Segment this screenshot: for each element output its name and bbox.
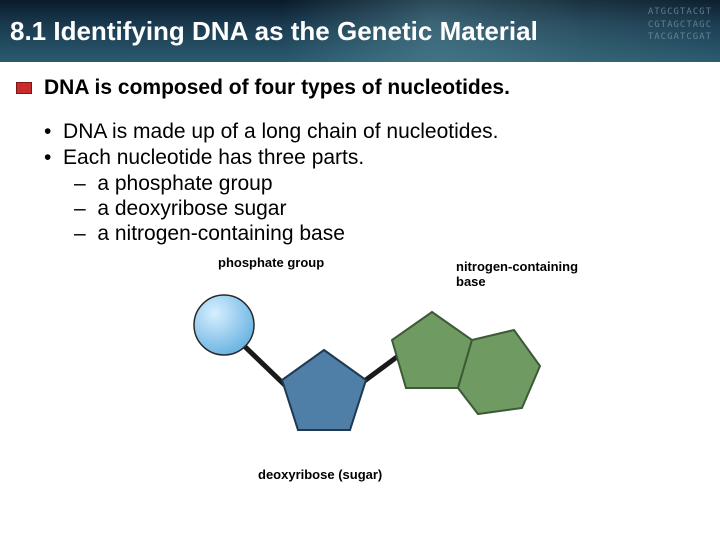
bullet-item: • Each nucleotide has three parts. [44,146,700,170]
subheader-row: DNA is composed of four types of nucleot… [0,62,720,106]
seq-line: ATGCGTACGT [648,6,712,19]
label-sugar: deoxyribose (sugar) [258,468,382,483]
sub-bullet-item: – a deoxyribose sugar [44,197,700,221]
bullet-item: • DNA is made up of a long chain of nucl… [44,120,700,144]
content-area: • DNA is made up of a long chain of nucl… [0,106,720,500]
header-sequence-deco: ATGCGTACGT CGTAGCTAGC TACGATCGAT [648,6,712,44]
seq-line: TACGATCGAT [648,31,712,44]
base-pentagon [392,312,472,388]
sub-bullet-text: a deoxyribose sugar [97,197,286,220]
bullet-text: Each nucleotide has three parts. [63,146,364,169]
sub-bullet-text: a phosphate group [97,172,272,195]
phosphate-shape [194,295,254,355]
label-phosphate: phosphate group [218,256,324,271]
bullet-text: DNA is made up of a long chain of nucleo… [63,120,498,143]
nucleotide-svg [174,280,554,465]
sub-bullet-text: a nitrogen-containing base [97,222,345,245]
page-title: 8.1 Identifying DNA as the Genetic Mater… [10,16,538,47]
bullet-icon [16,82,32,94]
sub-bullet-item: – a nitrogen-containing base [44,222,700,246]
header-band: 8.1 Identifying DNA as the Genetic Mater… [0,0,720,62]
seq-line: CGTAGCTAGC [648,19,712,32]
sub-bullet-item: – a phosphate group [44,172,700,196]
subheader-text: DNA is composed of four types of nucleot… [44,76,510,100]
nucleotide-diagram: phosphate group nitrogen-containing base… [44,250,700,500]
